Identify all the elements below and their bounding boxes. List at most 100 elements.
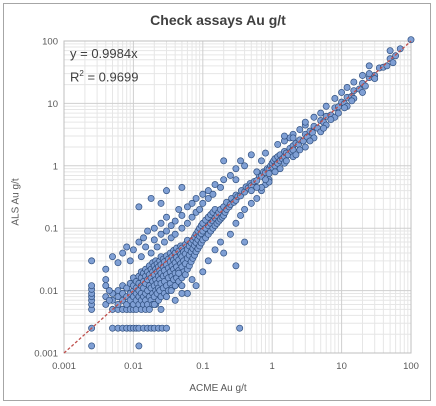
data-point: [102, 276, 110, 284]
y-tick-label: 0.1: [45, 224, 58, 235]
data-point: [137, 253, 145, 261]
data-point: [343, 84, 351, 91]
data-point: [199, 199, 207, 207]
x-tick-label: 0.01: [124, 361, 143, 372]
x-tick-label: 0.1: [196, 361, 209, 372]
data-point: [188, 213, 196, 221]
data-point: [160, 238, 168, 246]
y-tick-label: 10: [47, 99, 58, 110]
data-point: [135, 238, 143, 246]
data-point: [341, 104, 348, 112]
data-point: [296, 146, 304, 154]
data-point: [88, 282, 96, 290]
data-point: [247, 199, 255, 207]
data-point: [196, 205, 204, 213]
data-point: [123, 243, 131, 251]
data-point: [129, 246, 137, 254]
data-point: [178, 183, 186, 191]
data-point: [301, 143, 309, 151]
data-point: [371, 75, 379, 83]
data-point: [150, 236, 158, 244]
data-point: [359, 88, 366, 96]
data-point: [178, 282, 186, 290]
data-point: [262, 176, 269, 184]
data-point: [147, 249, 155, 257]
data-point: [157, 199, 165, 207]
data-point: [204, 257, 212, 265]
y-tick-label: 0.001: [34, 349, 58, 360]
data-point: [209, 190, 217, 198]
x-tick-label: 10: [336, 361, 347, 372]
equation-label: y = 0.9984x: [70, 46, 138, 61]
data-point: [217, 183, 224, 191]
data-point: [220, 249, 228, 257]
chart-title: Check assays Au g/t: [150, 12, 286, 28]
data-point: [199, 268, 207, 276]
data-point: [163, 293, 170, 301]
data-point: [188, 276, 196, 284]
data-point: [163, 213, 170, 221]
data-point: [257, 157, 265, 165]
data-point: [123, 284, 131, 292]
data-point: [276, 165, 284, 173]
data-point: [365, 62, 373, 70]
data-point: [262, 149, 269, 157]
data-point: [157, 230, 165, 238]
data-point: [144, 227, 152, 235]
y-tick-label: 0.01: [40, 286, 59, 297]
data-point: [142, 243, 150, 251]
data-point: [126, 257, 134, 265]
data-point: [163, 227, 170, 235]
data-point: [292, 151, 300, 159]
data-point: [145, 305, 153, 313]
data-point: [135, 203, 143, 211]
data-point: [389, 59, 397, 67]
data-point: [157, 305, 165, 313]
data-point: [241, 205, 249, 213]
data-point: [204, 187, 212, 195]
data-point: [153, 243, 161, 251]
data-point: [188, 199, 196, 207]
data-point: [150, 224, 158, 232]
data-point: [178, 212, 186, 219]
data-point: [320, 124, 328, 132]
data-point: [175, 269, 183, 277]
data-point: [253, 194, 261, 202]
data-point: [338, 88, 346, 96]
tick-labels: 0.001 0.01 0.1 1 10 100 0.001 0.01 0.1 1 10 100: [34, 37, 419, 373]
data-point: [140, 234, 147, 242]
data-point: [383, 62, 391, 70]
data-point: [241, 162, 249, 170]
data-point: [350, 78, 358, 86]
data-point: [296, 126, 304, 134]
data-point: [331, 95, 339, 102]
data-point: [119, 249, 127, 257]
data-point: [171, 296, 179, 304]
data-point: [192, 282, 200, 290]
data-point: [271, 168, 279, 176]
data-point: [232, 165, 240, 173]
data-point: [359, 72, 366, 79]
data-point: [226, 172, 234, 179]
data-point: [282, 157, 290, 165]
x-tick-label: 1: [270, 361, 275, 372]
plot-border: [63, 40, 412, 354]
r-squared-exponent: 2: [79, 69, 84, 78]
data-point: [237, 212, 245, 219]
data-point: [289, 134, 297, 142]
data-point: [253, 183, 261, 191]
data-point: [334, 109, 342, 117]
data-point: [232, 262, 240, 270]
data-point: [253, 168, 261, 176]
x-axis-title: ACME Au g/t: [189, 383, 247, 394]
data-point: [306, 137, 314, 145]
data-point: [247, 151, 255, 159]
data-point: [280, 132, 288, 140]
data-point: [88, 342, 96, 350]
data-point: [178, 290, 186, 297]
y-tick-label: 100: [42, 37, 58, 48]
data-point: [301, 118, 309, 126]
data-point: [163, 187, 170, 195]
data-point: [157, 219, 165, 227]
